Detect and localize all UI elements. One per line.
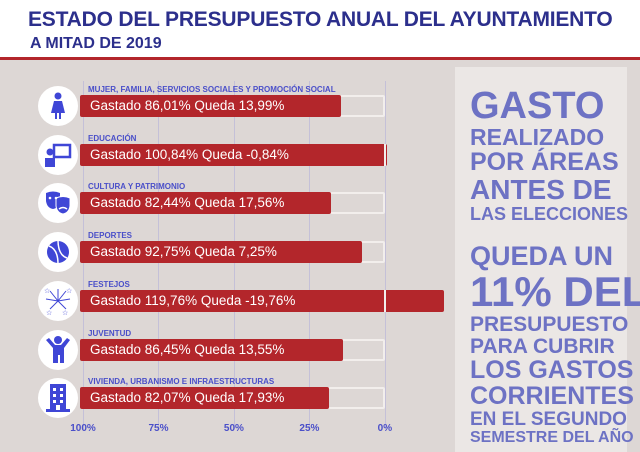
- building-icon: [38, 378, 78, 419]
- x-tick-label: 50%: [223, 423, 244, 434]
- fireworks-icon: ☆ ☆ ☆ ☆: [38, 280, 78, 321]
- bar-row: CULTURA Y PATRIMONIO Gastado 82,44% Qued…: [0, 182, 455, 230]
- category-label: DEPORTES: [88, 231, 133, 241]
- bar-row: EDUCACIÓN Gastado 100,84% Queda -0,84%: [0, 134, 455, 182]
- svg-text:☆: ☆: [46, 309, 52, 317]
- bar-label: Gastado 86,01% Queda 13,99%: [90, 98, 285, 113]
- zero-marker: [384, 143, 386, 166]
- bar-label: Gastado 119,76% Queda -19,76%: [90, 292, 296, 308]
- x-tick-label: 100%: [70, 423, 96, 434]
- svg-text:☆: ☆: [66, 287, 72, 295]
- zero-marker: [384, 289, 386, 312]
- header: ESTADO DEL PRESUPUESTO ANUAL DEL AYUNTAM…: [0, 0, 640, 60]
- category-label: VIVIENDA, URBANISMO E INFRAESTRUCTURAS: [88, 377, 275, 387]
- bar: [80, 289, 445, 312]
- svg-text:☆: ☆: [62, 309, 68, 317]
- ball-icon: [38, 232, 78, 273]
- bar-chart: 100% 75% 50% 25% 0% MUJER, FAMILIA, SERVICIOS…: [0, 63, 455, 452]
- bar: [80, 192, 331, 215]
- x-tick-label: 75%: [148, 423, 169, 434]
- panel-text-line: EN EL SEGUNDO: [470, 409, 627, 430]
- bar-row: VIVIENDA, URBANISMO E INFRAESTRUCTURAS G…: [0, 377, 455, 425]
- child-icon: [38, 329, 78, 370]
- panel-text-line: LOS GASTOS: [470, 356, 634, 384]
- bar-row: MUJER, FAMILIA, SERVICIOS SOCIALES Y PRO…: [0, 85, 455, 133]
- bar: [80, 241, 362, 264]
- panel-text-line: CORRIENTES: [470, 382, 634, 410]
- gridline: [384, 81, 386, 429]
- panel-text-line: POR ÁREAS: [470, 148, 619, 176]
- panel-text-line: PARA CUBRIR: [470, 335, 615, 358]
- page-subtitle: A MITAD DE 2019: [30, 35, 162, 52]
- bar-row: DEPORTES Gastado 92,75% Queda 7,25%: [0, 231, 455, 279]
- panel-text-line: PRESUPUESTO: [470, 313, 629, 336]
- bar: [80, 338, 343, 361]
- bar-row: JUVENTUD Gastado 86,45% Queda 13,55%: [0, 329, 455, 377]
- bar-label: Gastado 82,44% Queda 17,56%: [90, 195, 285, 211]
- bar: [80, 95, 342, 117]
- category-label: CULTURA Y PATRIMONIO: [88, 182, 186, 192]
- summary-panel: GASTO REALIZADO POR ÁREAS ANTES DE LAS ELECC…: [455, 67, 640, 452]
- bar-label: Gastado 82,07% Queda 17,93%: [90, 390, 285, 406]
- panel-text-line: GASTO: [470, 85, 605, 127]
- panel-text-line: QUEDA UN: [470, 241, 614, 271]
- panel-text-line: LAS ELECCIONES: [470, 204, 629, 224]
- woman-icon: [38, 86, 78, 126]
- bar: [80, 387, 330, 410]
- category-label: MUJER, FAMILIA, SERVICIOS SOCIALES Y PRO…: [88, 85, 336, 94]
- teacher-icon: [38, 134, 78, 175]
- bar: [80, 143, 387, 166]
- x-tick-label: 0%: [377, 423, 393, 434]
- panel-text-line: SEMESTRE DEL AÑO: [470, 429, 634, 446]
- panel-text-line: REALIZADO: [470, 124, 605, 150]
- category-label: EDUCACIÓN: [88, 133, 137, 143]
- svg-text:☆: ☆: [44, 287, 50, 295]
- theater-masks-icon: [38, 183, 78, 224]
- page-title: ESTADO DEL PRESUPUESTO ANUAL DEL AYUNTAM…: [28, 8, 613, 31]
- panel-text-line: 11% DEL: [470, 268, 640, 315]
- x-tick-label: 25%: [299, 423, 320, 434]
- bar-row: FESTEJOS Gastado 119,76% Queda -19,76% ☆…: [0, 280, 455, 328]
- category-label: FESTEJOS: [88, 279, 130, 289]
- category-label: JUVENTUD: [88, 328, 132, 338]
- bar-label: Gastado 92,75% Queda 7,25%: [90, 244, 277, 260]
- panel-text-line: ANTES DE: [470, 174, 612, 205]
- bar-label: Gastado 86,45% Queda 13,55%: [90, 341, 285, 357]
- bar-label: Gastado 100,84% Queda -0,84%: [90, 146, 289, 162]
